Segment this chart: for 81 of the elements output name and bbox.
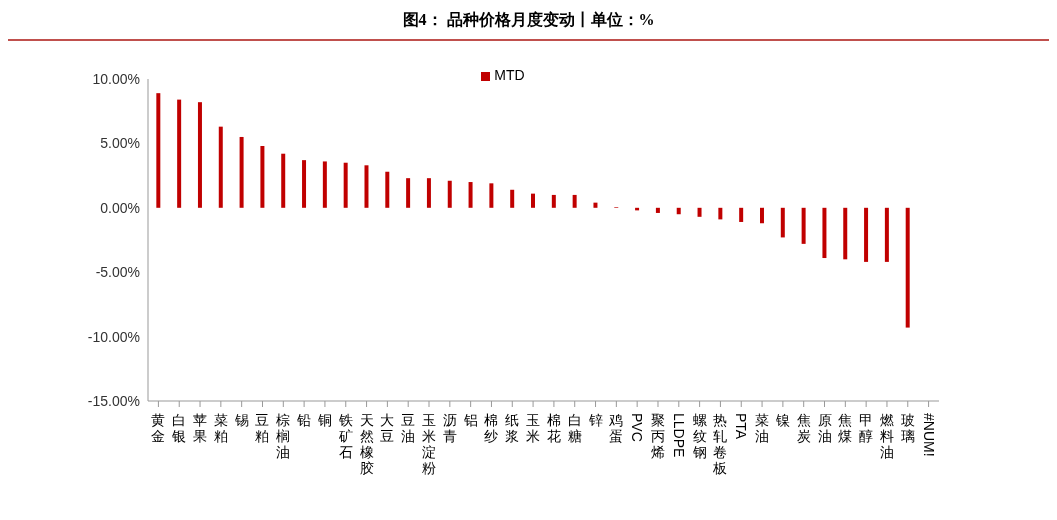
x-tick-label: 棉纱	[484, 412, 499, 444]
x-tick-label: 白糖	[567, 412, 582, 444]
chart-title: 图4： 品种价格月度变动丨单位：%	[8, 8, 1049, 41]
bar	[697, 207, 702, 217]
x-tick-label: 镍	[774, 412, 790, 428]
bar	[489, 183, 494, 208]
bar	[156, 93, 161, 208]
bar	[884, 207, 889, 262]
y-tick-label: 10.00%	[92, 70, 140, 87]
x-tick-label: 天然橡胶	[359, 412, 374, 476]
x-tick-label: 菜粕	[213, 412, 228, 444]
bar	[843, 207, 848, 260]
x-tick-label: 苹果	[193, 412, 208, 444]
bar	[260, 145, 265, 208]
x-tick-label: 鸡蛋	[608, 412, 624, 444]
bar	[801, 207, 806, 244]
bar	[406, 178, 411, 208]
bar	[447, 180, 452, 208]
x-tick-label: 焦炭	[796, 412, 811, 444]
x-tick-label: 沥青	[442, 412, 457, 444]
bar	[780, 207, 785, 238]
bar	[281, 153, 286, 208]
x-tick-label: 锌	[587, 412, 603, 428]
x-tick-label: 棕榈油	[276, 412, 291, 460]
x-tick-label: 聚丙烯	[650, 412, 665, 460]
bar	[197, 102, 202, 208]
bar	[551, 194, 556, 208]
bar	[593, 202, 598, 208]
bar	[822, 207, 827, 259]
x-tick-label: 燃料油	[879, 412, 894, 460]
x-tick-label: 焦煤	[838, 412, 853, 444]
bar	[531, 193, 536, 208]
x-tick-label: 玉米	[526, 412, 541, 444]
bar	[343, 162, 348, 208]
y-tick-label: -10.00%	[87, 328, 140, 345]
bar	[655, 207, 660, 213]
x-tick-label: 热轧卷板	[712, 412, 728, 476]
x-tick-label: 豆油	[401, 412, 416, 444]
bar	[385, 171, 390, 208]
bar	[572, 194, 577, 208]
bar	[218, 126, 223, 208]
x-tick-label: PVC	[629, 413, 646, 442]
x-tick-label: PTA	[733, 413, 750, 440]
x-tick-label: 铜	[316, 412, 332, 428]
bar	[177, 99, 182, 208]
bar	[739, 207, 744, 222]
x-tick-label: 豆粕	[255, 412, 270, 444]
x-tick-label: 原油	[817, 412, 832, 444]
x-tick-label: 铅	[296, 412, 312, 428]
bar	[239, 136, 244, 208]
bar	[510, 189, 515, 208]
x-tick-label: 玉米淀粉	[422, 412, 437, 476]
x-tick-label: 白银	[171, 412, 187, 444]
x-tick-label: 大豆	[380, 412, 395, 444]
x-tick-label: 纸浆	[505, 412, 520, 444]
bar	[302, 160, 307, 208]
bar	[676, 207, 681, 215]
x-tick-label: 黄金	[151, 412, 166, 444]
bar	[905, 207, 910, 328]
x-tick-label: #NUM!	[920, 413, 937, 457]
bar	[426, 178, 431, 208]
x-tick-label: 玻璃	[900, 412, 915, 444]
x-tick-label: 棉花	[546, 412, 561, 444]
bar	[718, 207, 723, 220]
bar	[759, 207, 764, 224]
y-tick-label: -15.00%	[87, 392, 140, 409]
x-tick-label: 甲醇	[859, 412, 874, 444]
bar	[864, 207, 869, 262]
x-tick-label: 菜油	[755, 412, 770, 444]
bar	[468, 182, 473, 208]
x-tick-label: LLDPE	[670, 413, 687, 458]
x-tick-label: 铁矿石	[337, 412, 353, 460]
bar	[364, 165, 369, 208]
legend-label: MTD	[494, 67, 525, 83]
x-tick-label: 螺纹钢	[691, 412, 707, 460]
y-tick-label: -5.00%	[95, 264, 140, 281]
bar	[322, 161, 327, 208]
x-tick-label: 铝	[462, 412, 478, 428]
y-tick-label: 0.00%	[100, 199, 140, 216]
x-tick-label: 锡	[233, 412, 249, 428]
y-tick-label: 5.00%	[100, 135, 140, 152]
